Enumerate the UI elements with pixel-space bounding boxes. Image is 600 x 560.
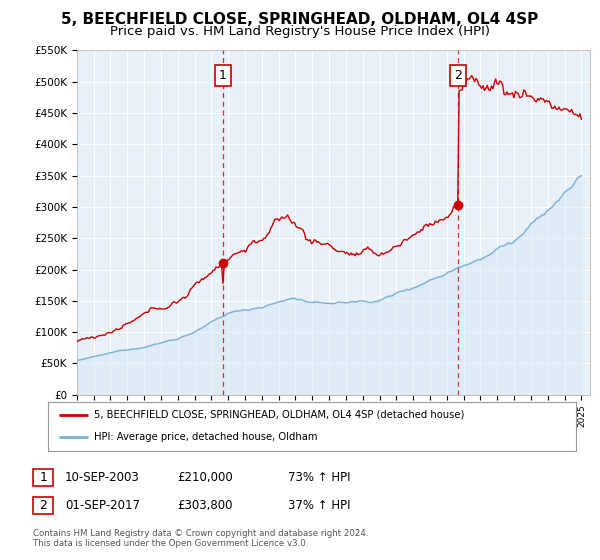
Text: Contains HM Land Registry data © Crown copyright and database right 2024.: Contains HM Land Registry data © Crown c…: [33, 529, 368, 538]
Text: 2: 2: [454, 69, 462, 82]
Text: Price paid vs. HM Land Registry's House Price Index (HPI): Price paid vs. HM Land Registry's House …: [110, 25, 490, 38]
Text: 73% ↑ HPI: 73% ↑ HPI: [288, 470, 350, 484]
Text: 1: 1: [219, 69, 227, 82]
Text: 2: 2: [39, 498, 47, 512]
Text: 5, BEECHFIELD CLOSE, SPRINGHEAD, OLDHAM, OL4 4SP: 5, BEECHFIELD CLOSE, SPRINGHEAD, OLDHAM,…: [61, 12, 539, 27]
Text: £210,000: £210,000: [177, 470, 233, 484]
Text: 1: 1: [39, 470, 47, 484]
Text: 5, BEECHFIELD CLOSE, SPRINGHEAD, OLDHAM, OL4 4SP (detached house): 5, BEECHFIELD CLOSE, SPRINGHEAD, OLDHAM,…: [94, 410, 465, 420]
Text: 37% ↑ HPI: 37% ↑ HPI: [288, 498, 350, 512]
Text: HPI: Average price, detached house, Oldham: HPI: Average price, detached house, Oldh…: [94, 432, 318, 442]
Text: This data is licensed under the Open Government Licence v3.0.: This data is licensed under the Open Gov…: [33, 539, 308, 548]
Text: 01-SEP-2017: 01-SEP-2017: [65, 498, 140, 512]
Text: 10-SEP-2003: 10-SEP-2003: [65, 470, 140, 484]
Text: £303,800: £303,800: [177, 498, 233, 512]
